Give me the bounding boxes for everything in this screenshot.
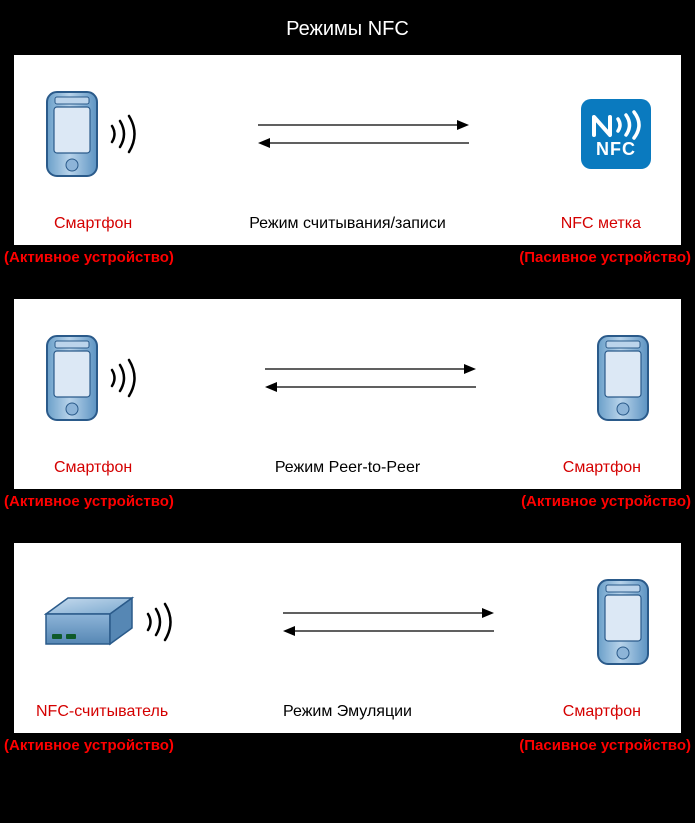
bidirectional-arrows-icon — [256, 111, 471, 157]
nfc-tag-label: NFC — [596, 139, 636, 160]
left-status-label: (Активное устройство) — [4, 493, 174, 510]
mode-label: Режим считывания/записи — [249, 215, 446, 233]
page-title: Режимы NFC — [0, 0, 695, 55]
left-status-label: (Активное устройство) — [4, 737, 174, 754]
right-status-label: (Активное устройство) — [521, 493, 691, 510]
bidirectional-arrows-icon — [281, 599, 496, 645]
panel-emulation: NFC-считыватель Режим Эмуляции Смартфон — [14, 543, 681, 733]
smartphone-icon — [595, 577, 651, 667]
mode-label: Режим Эмуляции — [283, 703, 412, 721]
status-row: (Активное устройство) (Пасивное устройст… — [0, 733, 695, 763]
left-device-label: Смартфон — [54, 459, 132, 477]
smartphone-icon — [595, 333, 651, 423]
right-device-label: NFC метка — [561, 215, 641, 233]
status-row: (Активное устройство) (Активное устройст… — [0, 489, 695, 519]
right-status-label: (Пасивное устройство) — [519, 249, 691, 266]
left-device-label: Смартфон — [54, 215, 132, 233]
bidirectional-arrows-icon — [263, 355, 478, 401]
nfc-tag-icon: NFC — [581, 99, 651, 169]
status-row: (Активное устройство) (Пасивное устройст… — [0, 245, 695, 275]
left-device-label: NFC-считыватель — [36, 703, 168, 721]
panel-peer-to-peer: Смартфон Режим Peer-to-Peer Смартфон — [14, 299, 681, 489]
smartphone-icon — [44, 89, 100, 179]
panel-read-write: NFC Смартфон Режим считывания/записи NFC… — [14, 55, 681, 245]
right-status-label: (Пасивное устройство) — [519, 737, 691, 754]
right-device-label: Смартфон — [563, 703, 641, 721]
nfc-reader-icon — [44, 594, 136, 650]
signal-waves-icon — [108, 109, 146, 159]
signal-waves-icon — [144, 597, 182, 647]
signal-waves-icon — [108, 353, 146, 403]
mode-label: Режим Peer-to-Peer — [275, 459, 420, 477]
right-device-label: Смартфон — [563, 459, 641, 477]
left-status-label: (Активное устройство) — [4, 249, 174, 266]
smartphone-icon — [44, 333, 100, 423]
